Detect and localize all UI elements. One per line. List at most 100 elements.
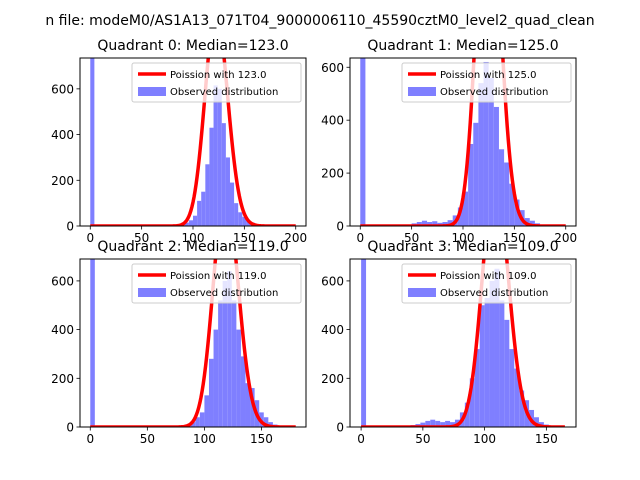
histogram-bar — [238, 212, 243, 226]
y-tick-label: 400 — [321, 114, 344, 128]
legend-box — [131, 62, 302, 103]
histogram-bar — [509, 349, 515, 427]
histogram-bar — [184, 222, 189, 226]
legend-entry-poisson: Poission with 123.0 — [170, 70, 266, 81]
histogram-bar — [483, 61, 489, 226]
legend: Poission with 123.0 Observed distribution — [131, 62, 302, 103]
histogram-bar — [484, 297, 490, 427]
x-tick-label: 200 — [284, 231, 307, 245]
histogram-bar — [494, 268, 500, 427]
legend-box — [401, 263, 572, 304]
histogram-bar — [489, 280, 495, 427]
y-tick-label: 600 — [51, 274, 74, 288]
histogram-bar — [427, 222, 433, 226]
histogram-bar — [498, 149, 505, 226]
x-tick-label: 150 — [250, 432, 273, 446]
x-tick-label: 100 — [193, 432, 216, 446]
poisson-curve — [89, 259, 297, 427]
y-tick-label: 600 — [51, 82, 74, 96]
histogram-bar — [514, 368, 520, 427]
histogram-bar — [504, 319, 510, 427]
legend-entry-poisson: Poission with 109.0 — [440, 271, 536, 282]
poisson-curve — [360, 259, 566, 427]
histogram-bar — [430, 419, 436, 427]
histogram-bar — [361, 259, 367, 427]
histogram-bar — [209, 127, 214, 226]
histogram-bar — [442, 222, 448, 226]
histogram-bar — [217, 88, 222, 226]
x-tick-label: 100 — [182, 231, 205, 245]
y-tick-label: 400 — [321, 323, 344, 337]
histogram-bar — [236, 329, 241, 427]
legend-box — [131, 263, 302, 304]
histogram-bar — [231, 300, 237, 427]
y-tick-label: 0 — [66, 421, 74, 435]
histogram-bar — [199, 412, 205, 427]
histogram-bar — [435, 420, 441, 427]
histogram-bar — [360, 58, 366, 226]
histogram-bar — [473, 122, 479, 226]
y-tick-label: 200 — [321, 167, 344, 181]
histogram-bar — [208, 358, 214, 427]
histogram-bar — [416, 222, 422, 226]
legend-patch-swatch — [408, 87, 436, 96]
histogram-bar — [425, 420, 431, 427]
legend-entry-observed: Observed distribution — [170, 87, 278, 98]
histogram-bar — [213, 85, 218, 226]
histogram-bar — [450, 422, 455, 427]
poisson-curve — [359, 58, 567, 226]
histogram-bar — [250, 388, 255, 427]
y-tick-label: 400 — [51, 323, 74, 337]
y-tick-label: 600 — [321, 61, 344, 75]
histogram-bar — [245, 383, 251, 427]
histogram-bar — [190, 422, 196, 427]
histogram-bar — [195, 417, 200, 427]
histogram-bar — [188, 220, 193, 226]
x-tick-label: 50 — [134, 231, 149, 245]
histogram-bar — [225, 157, 230, 226]
legend-box — [401, 62, 572, 103]
histogram-bar — [514, 199, 520, 226]
y-tick-label: 200 — [51, 174, 74, 188]
subplot-quadrant-1: 0 50 100 150 200 0 200 400 600 Quadrant 1: Median… — [321, 38, 577, 245]
subplot-title: Quadrant 1: Median=125.0 — [367, 38, 558, 54]
legend-entry-observed: Observed distribution — [440, 87, 548, 98]
x-tick-label: 150 — [535, 432, 558, 446]
histogram-bar — [440, 422, 446, 427]
histogram-bar — [474, 349, 480, 427]
histogram-bar — [432, 221, 438, 226]
histogram-bar — [457, 207, 463, 226]
plot-area — [360, 259, 566, 427]
legend-patch-swatch — [408, 288, 436, 297]
x-tick-label: 100 — [473, 432, 496, 446]
subplot-grid: 0 50 100 150 200 0 200 400 600 Quadrant 0: Median… — [51, 38, 577, 446]
histogram-bar — [478, 83, 484, 226]
legend: Poission with 109.0 Observed distribution — [401, 263, 572, 304]
legend-patch-swatch — [138, 288, 166, 297]
histogram-bar — [201, 191, 206, 226]
legend: Poission with 125.0 Observed distribution — [401, 62, 572, 103]
y-tick-label: 400 — [51, 128, 74, 142]
histogram-bar — [464, 402, 470, 427]
histogram-bar — [197, 200, 202, 226]
histogram-bar — [204, 395, 209, 427]
subplot-quadrant-2: 0 50 100 150 0 200 400 600 Quadrant 2: Median=11… — [51, 239, 307, 446]
histogram-bar — [193, 215, 198, 226]
plot-area — [89, 259, 297, 427]
legend-entry-poisson: Poission with 125.0 — [440, 70, 536, 81]
x-tick-label: 0 — [86, 231, 94, 245]
x-tick-label: 50 — [415, 432, 430, 446]
x-tick-label: 0 — [86, 432, 94, 446]
histogram-bar — [240, 356, 246, 427]
x-tick-label: 150 — [233, 231, 256, 245]
histogram-bar — [463, 191, 469, 226]
histogram-bar — [519, 390, 525, 427]
subplot-quadrant-0: 0 50 100 150 200 0 200 400 600 Quadrant 0: Median… — [51, 38, 307, 245]
histogram-bar — [529, 220, 535, 226]
histogram-bar — [221, 123, 226, 226]
subplot-title: Quadrant 0: Median=123.0 — [97, 38, 288, 54]
histogram-bar — [445, 420, 451, 427]
histogram-bar — [213, 329, 219, 427]
legend-entry-observed: Observed distribution — [440, 288, 548, 299]
x-tick-label: 150 — [503, 231, 526, 245]
